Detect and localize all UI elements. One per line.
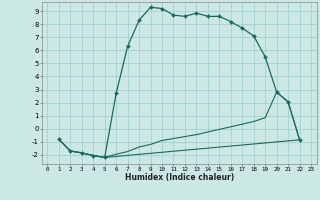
X-axis label: Humidex (Indice chaleur): Humidex (Indice chaleur) [124,173,234,182]
